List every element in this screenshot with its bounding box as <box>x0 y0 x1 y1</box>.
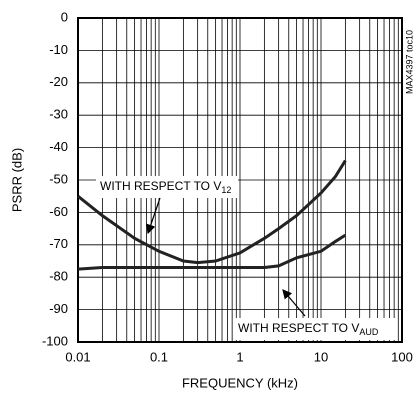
y-tick-label: -20 <box>49 74 68 89</box>
x-tick-label: 0.01 <box>65 349 90 364</box>
y-tick-label: -40 <box>49 139 68 154</box>
y-tick-label: -80 <box>49 269 68 284</box>
plot-frame <box>77 17 403 343</box>
annotation: WITH RESPECT TO VAUD <box>238 321 379 337</box>
annotation-text: WITH RESPECT TO V <box>100 179 221 193</box>
y-axis-label: PSRR (dB) <box>9 148 24 212</box>
y-tick-label: -100 <box>42 333 68 348</box>
annotation-box <box>96 176 238 198</box>
series-line <box>77 233 347 271</box>
y-tick-label: -50 <box>49 171 68 186</box>
x-axis-label: FREQUENCY (kHz) <box>182 375 298 390</box>
y-tick-label: -30 <box>49 107 68 122</box>
annotation-box <box>234 318 396 340</box>
annotation-subscript: 12 <box>221 185 231 195</box>
x-tick-label: 0.1 <box>150 349 168 364</box>
annotation: WITH RESPECT TO V12 <box>100 179 231 195</box>
x-tick-label: 10 <box>314 349 328 364</box>
y-tick-label: 0 <box>61 9 68 24</box>
x-tick-label: 1 <box>236 349 243 364</box>
annotation-subscript: AUD <box>359 327 379 337</box>
annotation-text: WITH RESPECT TO V <box>238 321 359 335</box>
y-tick-label: -90 <box>49 301 68 316</box>
annotation-arrow <box>146 197 161 235</box>
side-label: MAX4397 toc10 <box>404 30 414 94</box>
annotation-arrow <box>282 289 306 317</box>
y-tick-label: -10 <box>49 42 68 57</box>
series-line <box>77 159 347 265</box>
x-tick-label: 100 <box>391 349 413 364</box>
y-tick-label: -70 <box>49 236 68 251</box>
y-tick-label: -60 <box>49 204 68 219</box>
